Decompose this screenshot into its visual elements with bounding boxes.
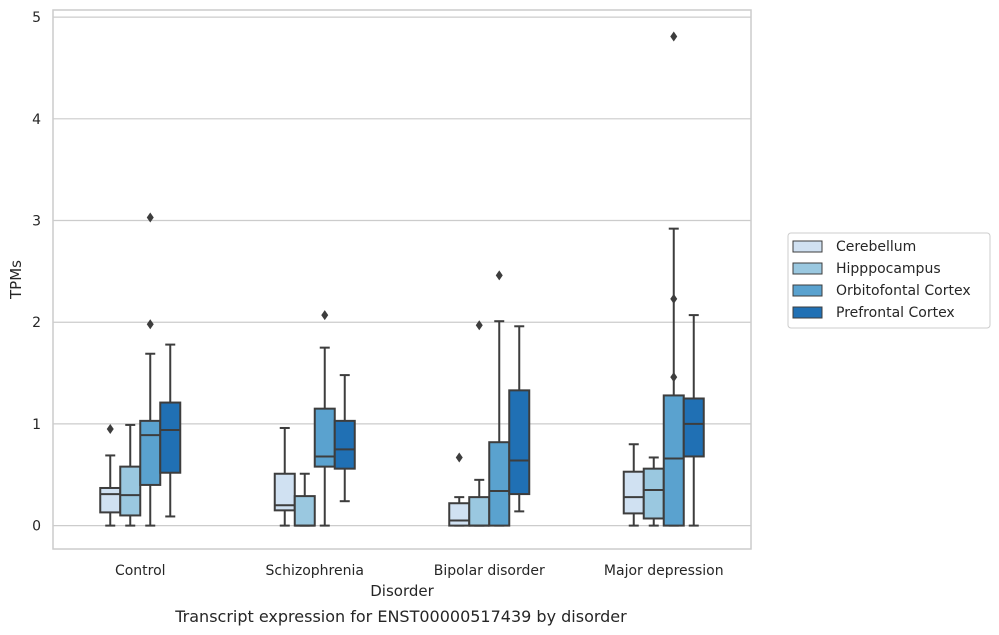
outlier-marker bbox=[670, 293, 678, 304]
outlier-marker bbox=[146, 212, 154, 223]
box-cerebellum bbox=[622, 443, 645, 527]
box-hipppocampus bbox=[642, 456, 665, 527]
box-body bbox=[273, 472, 296, 512]
box-hipppocampus bbox=[293, 472, 316, 527]
box-prefrontal-cortex bbox=[508, 325, 531, 513]
y-tick-label: 5 bbox=[32, 10, 41, 26]
box-body bbox=[313, 407, 336, 468]
x-tick-label: Control bbox=[115, 563, 166, 579]
box-hipppocampus bbox=[468, 320, 491, 527]
legend-swatch bbox=[792, 240, 823, 253]
box-body bbox=[448, 502, 471, 527]
y-tick-label: 3 bbox=[32, 214, 41, 230]
legend-swatch bbox=[792, 262, 823, 275]
box-body bbox=[682, 397, 705, 458]
box-cerebellum bbox=[99, 423, 122, 527]
box-prefrontal-cortex bbox=[333, 374, 356, 503]
chart-caption: Transcript expression for ENST0000051743… bbox=[174, 607, 627, 626]
box-body bbox=[622, 470, 645, 515]
box-body bbox=[488, 441, 511, 527]
outlier-marker bbox=[146, 319, 154, 330]
box-body bbox=[468, 496, 491, 527]
box-orbitofontal-cortex bbox=[139, 212, 162, 527]
y-axis: 0 1 2 3 4 5 bbox=[32, 10, 41, 534]
box-body bbox=[508, 389, 531, 496]
legend-frame bbox=[787, 232, 991, 329]
legend-label: Cerebellum bbox=[836, 239, 916, 255]
legend-label: Prefrontal Cortex bbox=[836, 305, 955, 321]
x-tick-label: Bipolar disorder bbox=[434, 563, 545, 579]
y-axis-title: TPMs bbox=[7, 260, 25, 300]
y-tick-label: 0 bbox=[32, 519, 41, 535]
outlier-marker bbox=[321, 310, 329, 321]
box-cerebellum bbox=[273, 426, 296, 527]
box-orbitofontal-cortex bbox=[313, 310, 336, 527]
legend-label: Hipppocampus bbox=[836, 261, 941, 277]
outlier-marker bbox=[455, 452, 463, 463]
legend[interactable]: Cerebellum Hipppocampus Orbitofontal Corte… bbox=[787, 232, 991, 329]
box-orbitofontal-cortex bbox=[488, 270, 511, 527]
outlier-marker bbox=[670, 31, 678, 42]
x-axis: Control Schizophrenia Bipolar disorder Majo… bbox=[115, 563, 724, 579]
outlier-marker bbox=[475, 320, 483, 331]
y-tick-label: 1 bbox=[32, 417, 41, 433]
box-body bbox=[642, 467, 665, 520]
legend-swatch bbox=[792, 284, 823, 297]
box-body bbox=[293, 495, 316, 527]
box-hipppocampus bbox=[119, 423, 142, 527]
box-body bbox=[159, 401, 182, 474]
box-prefrontal-cortex bbox=[159, 343, 182, 518]
outlier-marker bbox=[670, 372, 678, 383]
y-tick-label: 4 bbox=[32, 112, 41, 128]
box-cerebellum bbox=[448, 452, 471, 527]
x-tick-label: Schizophrenia bbox=[266, 563, 364, 579]
box-orbitofontal-cortex bbox=[662, 31, 685, 527]
box-body bbox=[99, 486, 122, 514]
x-tick-label: Major depression bbox=[604, 563, 724, 579]
legend-swatch bbox=[792, 306, 823, 319]
y-tick-label: 2 bbox=[32, 315, 41, 331]
outlier-marker bbox=[495, 270, 503, 281]
boxes bbox=[99, 31, 705, 527]
outlier-marker bbox=[106, 423, 114, 434]
box-body bbox=[119, 465, 142, 517]
legend-label: Orbitofontal Cortex bbox=[836, 283, 971, 299]
box-body bbox=[662, 394, 685, 527]
x-axis-title: Disorder bbox=[370, 582, 434, 600]
plot-frame bbox=[52, 9, 752, 550]
box-body bbox=[333, 419, 356, 470]
box-prefrontal-cortex bbox=[682, 314, 705, 527]
box-body bbox=[139, 419, 162, 486]
